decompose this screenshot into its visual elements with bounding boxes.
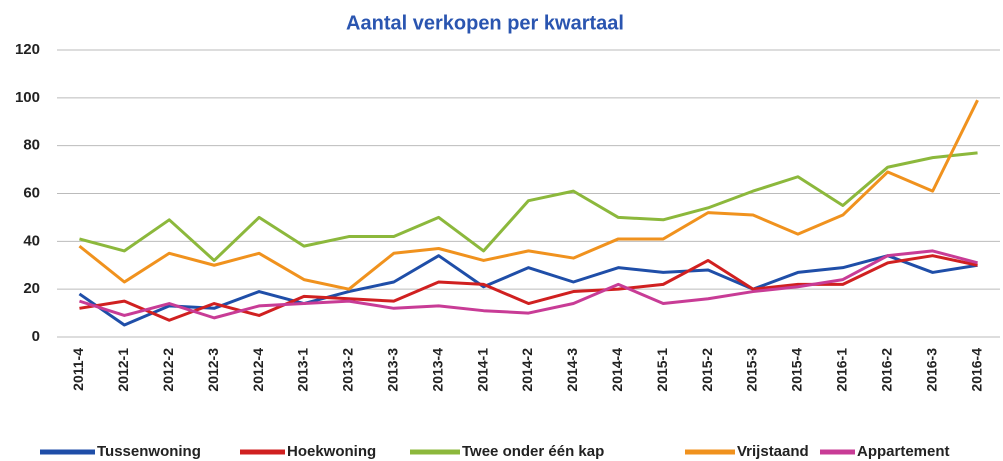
x-tick-label: 2012-2 [160, 348, 176, 392]
legend-label: Twee onder één kap [462, 443, 604, 460]
y-tick-label: 20 [23, 280, 40, 297]
x-tick-label: 2014-4 [609, 348, 625, 392]
x-tick-label: 2012-4 [250, 348, 266, 392]
y-tick-label: 100 [15, 89, 40, 106]
x-tick-label: 2013-3 [384, 348, 400, 392]
y-tick-label: 80 [23, 137, 40, 154]
x-tick-label: 2013-2 [340, 348, 356, 392]
y-tick-label: 120 [15, 41, 40, 58]
x-tick-label: 2014-1 [474, 348, 490, 392]
y-tick-label: 60 [23, 184, 40, 201]
y-tick-label: 0 [32, 328, 40, 345]
y-tick-label: 40 [23, 232, 40, 249]
x-tick-label: 2011-4 [70, 348, 86, 391]
series-line [79, 151, 978, 262]
series-line [78, 254, 978, 327]
x-tick-label: 2015-1 [654, 348, 670, 392]
x-tick-label: 2016-2 [878, 348, 894, 392]
x-tick-label: 2016-1 [834, 348, 850, 392]
x-tick-label: 2014-3 [564, 348, 580, 392]
x-tick-label: 2015-3 [744, 348, 760, 392]
x-tick-label: 2015-4 [789, 348, 805, 392]
x-tick-label: 2012-3 [205, 348, 221, 392]
legend-label: Appartement [857, 443, 950, 460]
legend-label: Hoekwoning [287, 443, 376, 460]
x-tick-label: 2016-3 [923, 348, 939, 392]
legend-label: Vrijstaand [737, 443, 809, 460]
legend-label: Tussenwoning [97, 443, 201, 460]
x-tick-label: 2013-1 [295, 348, 311, 392]
x-tick-label: 2014-2 [519, 348, 535, 392]
series-line [79, 254, 978, 322]
series-line [78, 249, 978, 320]
x-tick-label: 2013-4 [429, 348, 445, 392]
x-tick-label: 2016-4 [968, 348, 984, 392]
x-tick-label: 2012-1 [115, 348, 131, 392]
x-tick-label: 2015-2 [699, 348, 715, 392]
series-line [78, 99, 979, 291]
chart-title: Aantal verkopen per kwartaal [346, 12, 624, 34]
